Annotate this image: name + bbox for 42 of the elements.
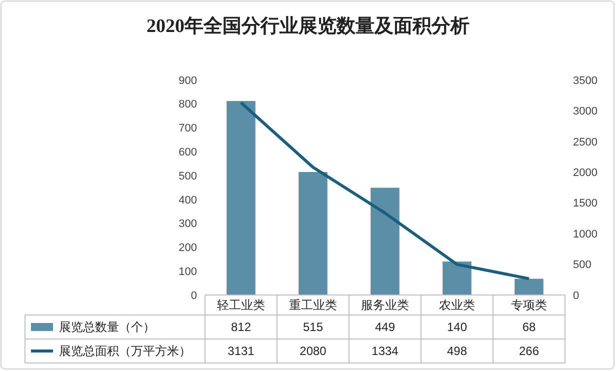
x-tick-label: 重工业类 [289,298,337,312]
y-tick-label: 800 [178,98,197,111]
data-label: 812 [230,320,252,334]
y-tick-label: 400 [178,194,197,206]
data-label: 2080 [300,344,327,358]
y2-tick-label: 2000 [573,166,598,179]
bar [442,262,472,295]
chart-title: 2020年全国分行业展览数量及面积分析 [146,15,470,37]
bar [370,188,400,295]
y-tick-label: 700 [178,122,197,135]
data-label: 266 [518,344,540,358]
bar [298,172,328,295]
x-tick-label: 农业类 [439,298,475,312]
data-label: 498 [446,344,468,358]
y2-tick-label: 1000 [573,228,598,240]
y-tick-label: 600 [178,146,197,159]
y2-tick-label: 500 [573,259,592,272]
x-tick-label: 服务业类 [361,298,409,312]
y-tick-label: 500 [178,170,197,182]
y2-tick-label: 3000 [573,106,598,118]
data-label: 140 [446,320,468,334]
x-tick-label: 专项类 [511,298,547,312]
y2-tick-label: 1500 [573,198,598,210]
y2-tick-label: 0 [573,290,580,302]
data-label: 449 [374,320,396,334]
legend-label: 展览总面积（万平方米） [59,344,191,358]
line-series [240,101,530,280]
legend-label: 展览总数量（个） [59,320,155,334]
bar [514,278,544,295]
bar [226,101,256,295]
y-tick-label: 200 [178,242,197,254]
data-label: 1334 [372,344,399,358]
y2-tick-label: 3500 [573,74,598,87]
data-label: 68 [522,320,536,334]
y-tick-label: 900 [178,74,197,87]
y-tick-label: 100 [178,266,197,278]
y-tick-label: 0 [190,290,197,302]
y-tick-label: 300 [178,218,197,230]
y2-tick-label: 2500 [573,136,598,148]
data-label: 3131 [228,344,255,358]
data-label: 515 [302,320,324,334]
x-tick-label: 轻工业类 [217,298,265,312]
